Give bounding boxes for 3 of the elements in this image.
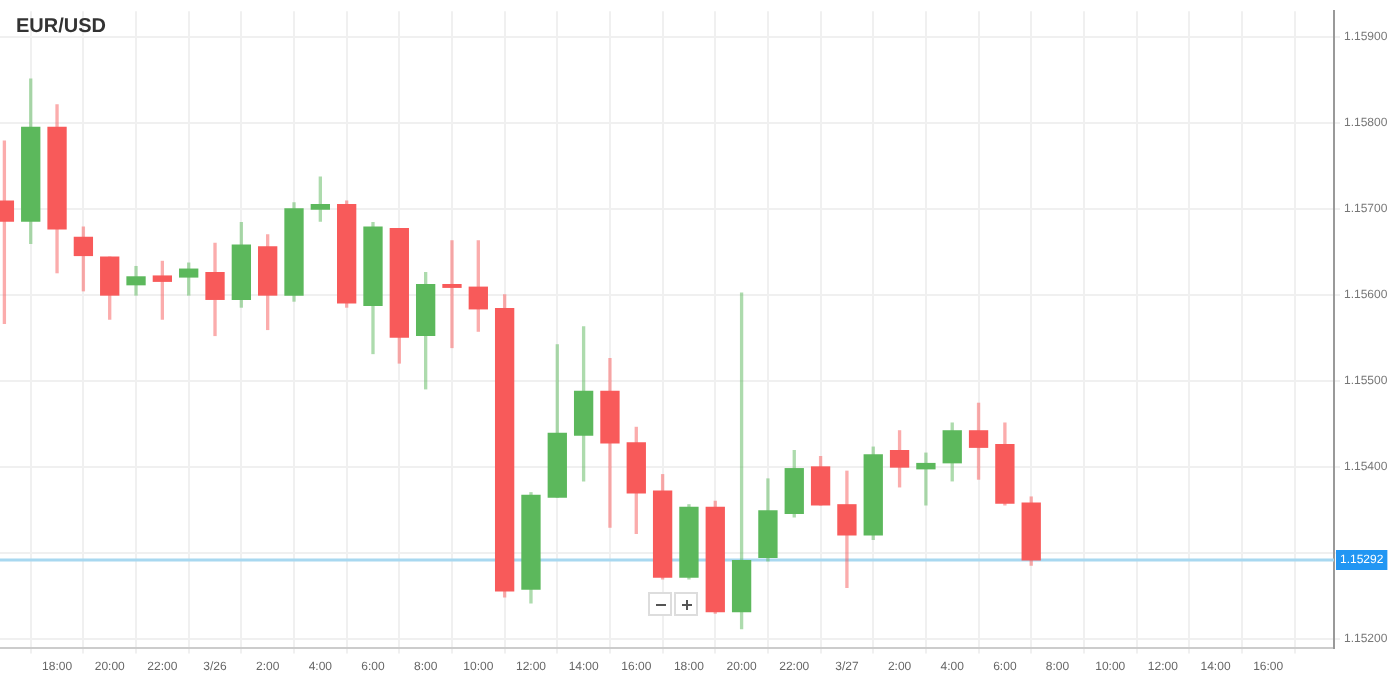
chart-title: EUR/USD [16,15,107,38]
candlestick [442,240,462,349]
candlestick [916,452,936,506]
